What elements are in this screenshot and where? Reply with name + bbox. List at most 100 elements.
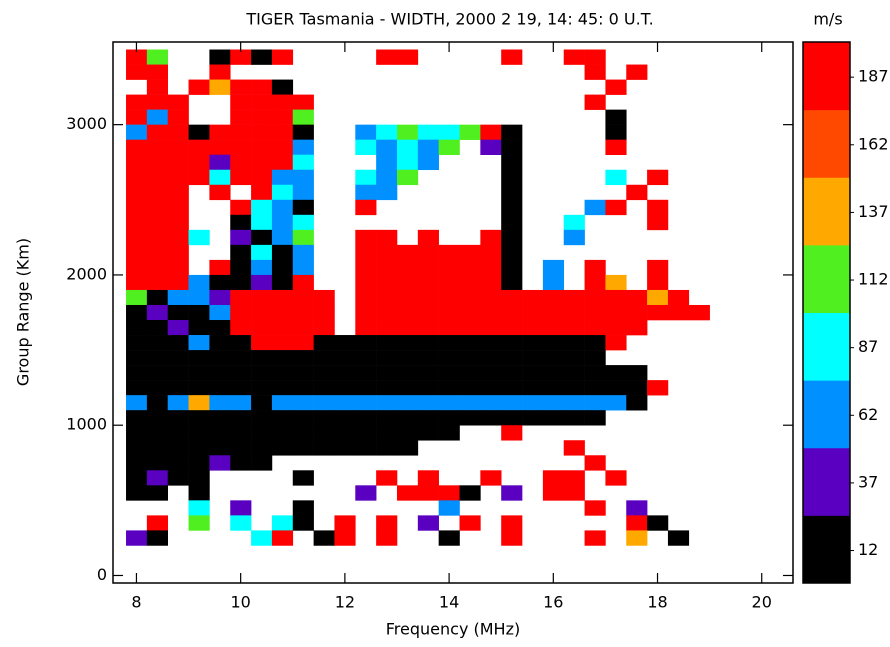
heatmap-cell bbox=[647, 289, 669, 306]
heatmap-cell bbox=[251, 244, 273, 261]
heatmap-cell bbox=[230, 229, 252, 246]
heatmap-cell bbox=[667, 530, 690, 546]
heatmap-cell bbox=[438, 244, 460, 261]
heatmap-cell bbox=[167, 169, 189, 186]
heatmap-cell bbox=[146, 485, 169, 501]
heatmap-cell bbox=[251, 274, 273, 291]
heatmap-cell bbox=[146, 410, 169, 426]
heatmap-cell bbox=[605, 304, 627, 321]
colorbar-tick-label: 37 bbox=[858, 472, 878, 491]
heatmap-cell bbox=[480, 229, 502, 246]
heatmap-cell bbox=[522, 380, 544, 396]
heatmap-cell bbox=[396, 350, 419, 366]
heatmap-cell bbox=[334, 335, 356, 351]
heatmap-cell bbox=[313, 335, 335, 351]
heatmap-cell bbox=[209, 380, 231, 396]
heatmap-cell bbox=[542, 380, 565, 396]
heatmap-cell bbox=[459, 304, 481, 321]
heatmap-cell bbox=[230, 380, 252, 396]
heatmap-cell bbox=[126, 455, 148, 471]
heatmap-cell bbox=[355, 274, 377, 291]
colorbar-band bbox=[803, 447, 850, 516]
heatmap-cell bbox=[584, 274, 606, 291]
heatmap-cell bbox=[584, 530, 606, 546]
heatmap-cell bbox=[522, 289, 544, 306]
heatmap-cell bbox=[251, 350, 273, 366]
heatmap-cell bbox=[626, 365, 648, 381]
heatmap-cell bbox=[146, 64, 169, 80]
heatmap-cell bbox=[271, 244, 294, 261]
chart-title: TIGER Tasmania - WIDTH, 2000 2 19, 14: 4… bbox=[245, 10, 653, 29]
heatmap-cell bbox=[271, 274, 294, 291]
heatmap-cell bbox=[292, 184, 314, 201]
colorbar-tick-label: 162 bbox=[858, 134, 889, 153]
heatmap-cell bbox=[230, 124, 252, 140]
heatmap-cell bbox=[647, 380, 669, 396]
heatmap-cell bbox=[271, 440, 294, 456]
heatmap-cell bbox=[605, 320, 627, 336]
heatmap-cell bbox=[459, 320, 481, 336]
heatmap-cell bbox=[209, 410, 231, 426]
heatmap-cell bbox=[209, 320, 231, 336]
heatmap-cell bbox=[230, 169, 252, 186]
heatmap-cell bbox=[251, 395, 273, 411]
heatmap-cell bbox=[376, 139, 398, 156]
heatmap-cell bbox=[271, 139, 294, 156]
heatmap-cell bbox=[376, 440, 398, 456]
heatmap-cell bbox=[292, 124, 314, 140]
heatmap-cell bbox=[563, 380, 585, 396]
colorbar-band bbox=[803, 177, 850, 246]
heatmap-cell bbox=[480, 365, 502, 381]
heatmap-cell bbox=[584, 365, 606, 381]
heatmap-cell bbox=[584, 335, 606, 351]
heatmap-cell bbox=[417, 320, 439, 336]
heatmap-cell bbox=[376, 425, 398, 441]
heatmap-cell bbox=[584, 94, 606, 110]
heatmap-cell bbox=[188, 425, 210, 441]
heatmap-cell bbox=[126, 214, 148, 231]
heatmap-cell bbox=[626, 515, 648, 531]
heatmap-cell bbox=[126, 139, 148, 156]
heatmap-cell bbox=[167, 410, 189, 426]
heatmap-cell bbox=[209, 49, 231, 65]
heatmap-cell bbox=[480, 350, 502, 366]
heatmap-cell bbox=[438, 259, 460, 276]
heatmap-cell bbox=[563, 365, 585, 381]
heatmap-cell bbox=[167, 365, 189, 381]
heatmap-cell bbox=[188, 455, 210, 471]
heatmap-cell bbox=[209, 425, 231, 441]
heatmap-cell bbox=[563, 304, 585, 321]
heatmap-cell bbox=[542, 259, 565, 276]
heatmap-cell bbox=[271, 320, 294, 336]
heatmap-cell bbox=[396, 335, 419, 351]
heatmap-cell bbox=[355, 485, 377, 501]
heatmap-cell bbox=[459, 244, 481, 261]
heatmap-cell bbox=[376, 515, 398, 531]
heatmap-cell bbox=[167, 395, 189, 411]
heatmap-cell bbox=[542, 470, 565, 486]
heatmap-cell bbox=[501, 350, 523, 366]
heatmap-cell bbox=[480, 470, 502, 486]
heatmap-cell bbox=[251, 199, 273, 216]
heatmap-cell bbox=[501, 184, 523, 201]
heatmap-cell bbox=[230, 49, 252, 65]
heatmap-cell bbox=[292, 139, 314, 156]
colorbar-title: m/s bbox=[813, 10, 842, 29]
heatmap-cell bbox=[542, 289, 565, 306]
heatmap-cell bbox=[480, 335, 502, 351]
heatmap-cell bbox=[146, 455, 169, 471]
heatmap-cell bbox=[438, 365, 460, 381]
heatmap-cell bbox=[146, 515, 169, 531]
heatmap-cell bbox=[292, 410, 314, 426]
heatmap-cell bbox=[438, 425, 460, 441]
heatmap-cell bbox=[376, 530, 398, 546]
heatmap-cell bbox=[167, 214, 189, 231]
heatmap-cells bbox=[126, 49, 710, 546]
heatmap-cell bbox=[251, 335, 273, 351]
heatmap-cell bbox=[230, 500, 252, 516]
heatmap-cell bbox=[376, 335, 398, 351]
heatmap-cell bbox=[480, 320, 502, 336]
heatmap-cell bbox=[188, 485, 210, 501]
heatmap-cell bbox=[355, 139, 377, 156]
